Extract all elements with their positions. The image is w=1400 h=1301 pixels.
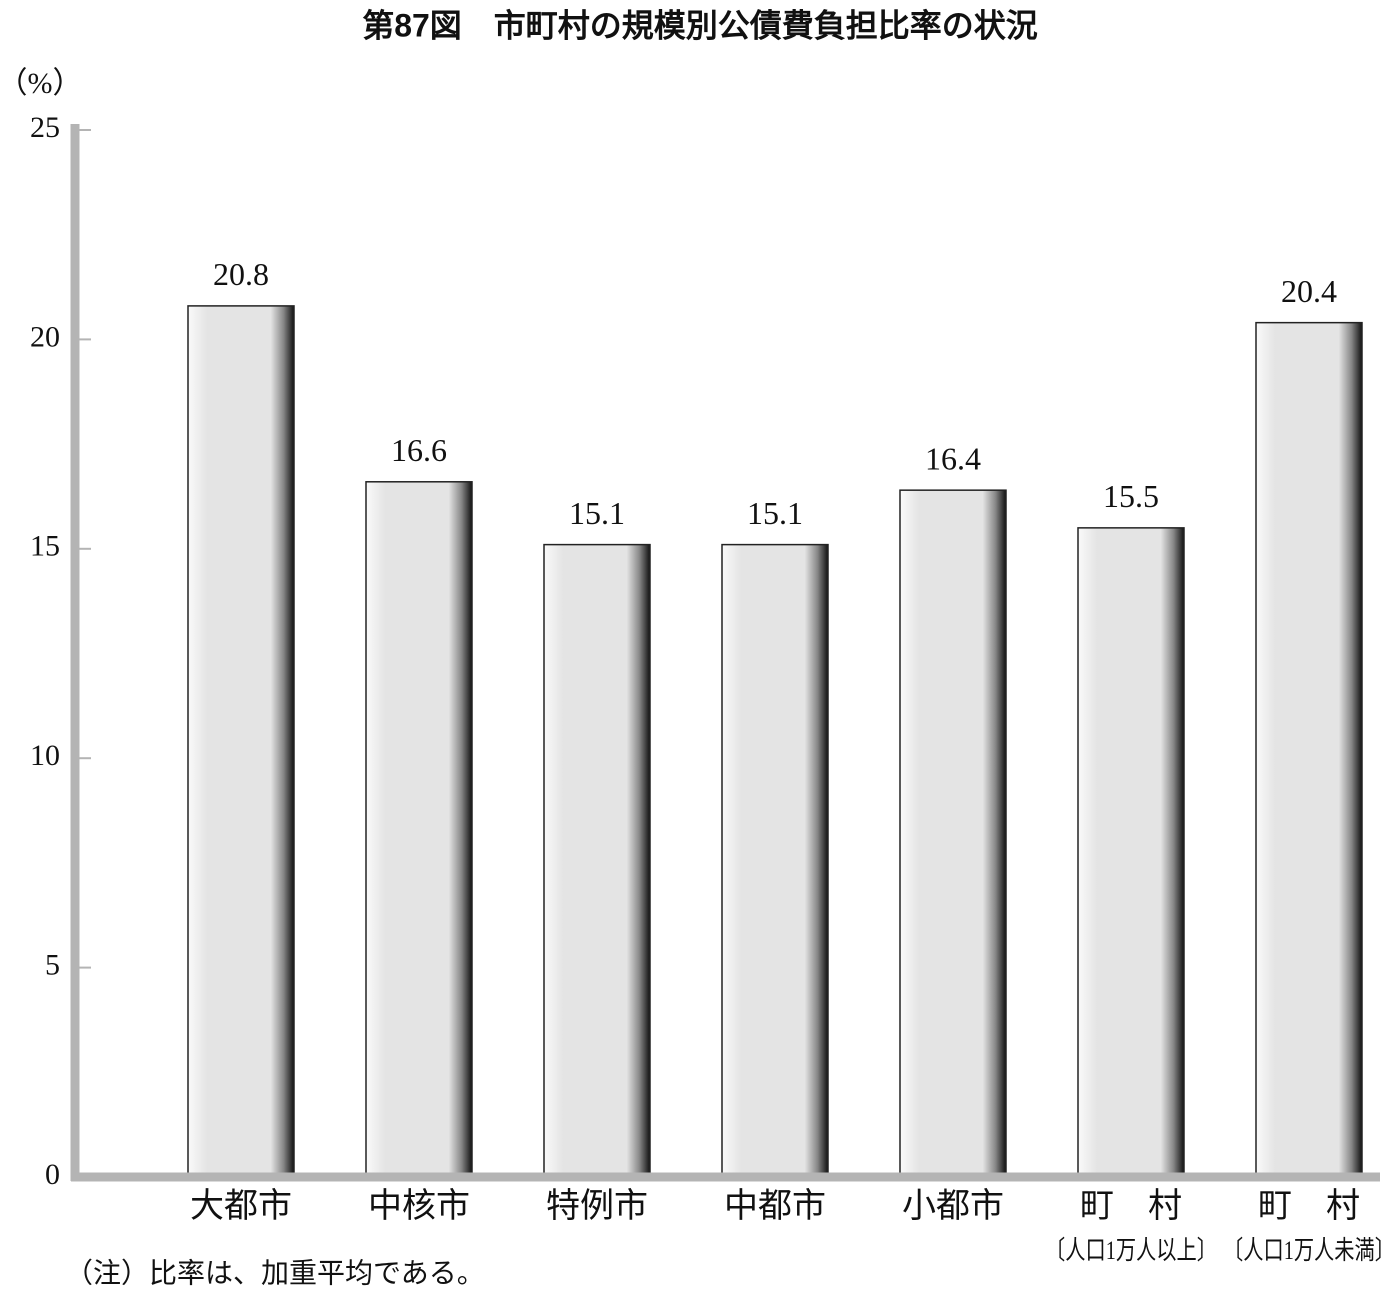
bar xyxy=(543,543,651,1178)
y-tick-label: 20 xyxy=(30,320,60,353)
data-label: 16.4 xyxy=(925,441,981,477)
x-tick-label: 中都市 xyxy=(724,1187,826,1225)
y-tick-label: 25 xyxy=(30,111,60,144)
y-tick-label: 5 xyxy=(45,948,60,981)
y-tick-label: 15 xyxy=(30,530,60,563)
x-tick-label: 特例市 xyxy=(546,1187,648,1225)
x-tick-label: 中核市 xyxy=(368,1187,470,1225)
x-tick-sublabel: 〔人口1万人以上〕 xyxy=(1045,1236,1217,1265)
y-tick-label: 10 xyxy=(30,739,60,772)
data-label: 15.1 xyxy=(747,495,803,531)
data-label: 20.4 xyxy=(1281,273,1337,309)
y-axis-label: （%） xyxy=(0,67,83,100)
data-label: 16.6 xyxy=(391,432,447,468)
chart-title: 第87図 市町村の規模別公債費負担比率の状況 xyxy=(362,7,1038,43)
x-tick-sublabel: 〔人口1万人未満〕 xyxy=(1223,1236,1395,1265)
x-tick-label: 小都市 xyxy=(902,1187,1004,1225)
bar xyxy=(1255,321,1363,1178)
note: （注）比率は、加重平均である。 xyxy=(65,1257,485,1289)
x-tick-label: 大都市 xyxy=(190,1187,292,1225)
bar xyxy=(187,305,295,1178)
bar xyxy=(899,489,1007,1178)
data-label: 15.5 xyxy=(1103,478,1159,514)
data-label: 20.8 xyxy=(213,256,269,292)
y-tick-label: 0 xyxy=(45,1158,60,1191)
x-tick-label: 町 村 xyxy=(1258,1187,1360,1225)
bar xyxy=(721,543,829,1178)
bar xyxy=(1077,527,1185,1178)
x-tick-label: 町 村 xyxy=(1080,1187,1182,1225)
data-label: 15.1 xyxy=(569,495,625,531)
bar xyxy=(365,481,473,1178)
